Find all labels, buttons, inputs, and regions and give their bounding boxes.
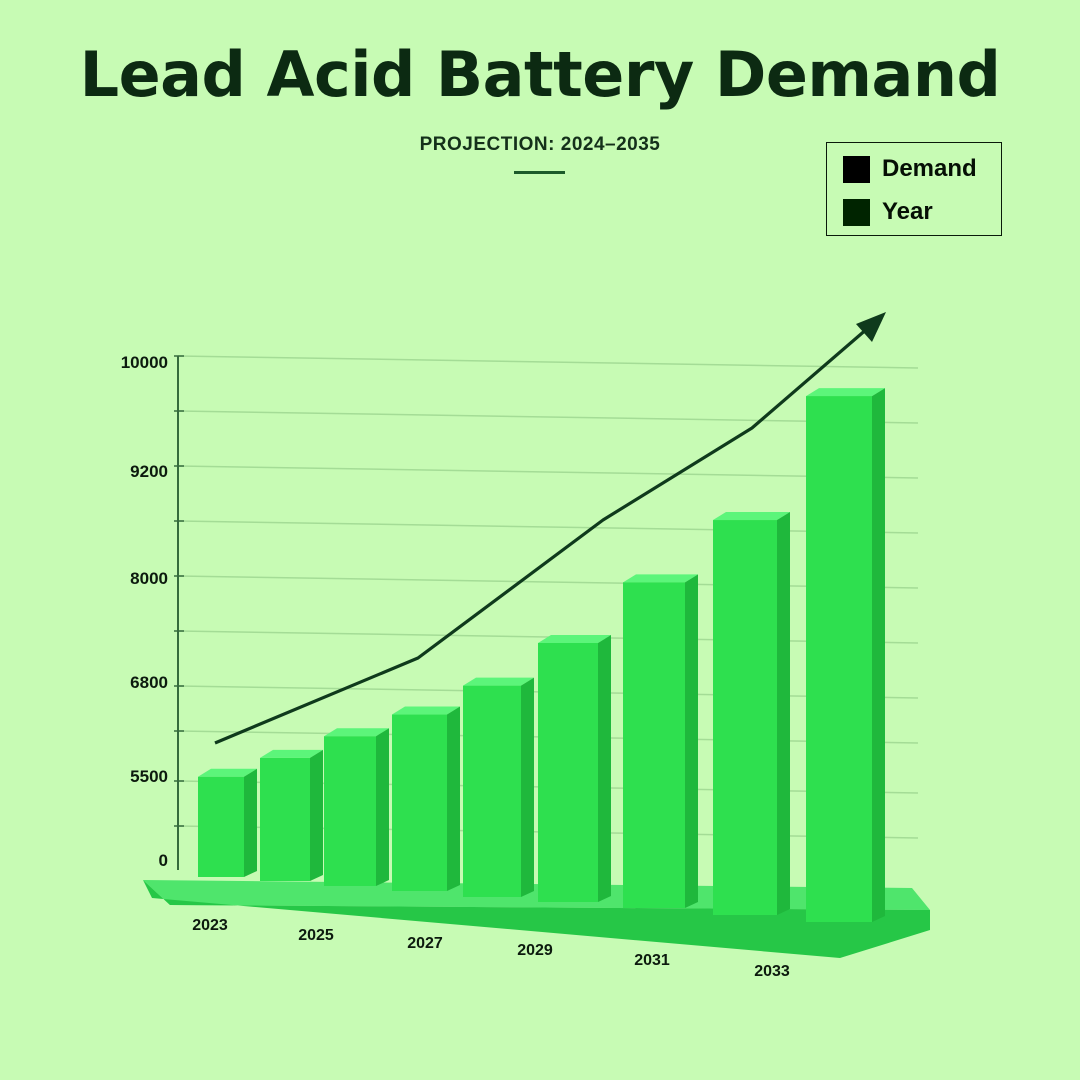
gridline bbox=[177, 575, 919, 589]
chart-legend: Demand Year bbox=[826, 142, 1002, 236]
y-axis bbox=[174, 355, 184, 870]
chart-title: Lead Acid Battery Demand bbox=[79, 38, 1001, 111]
legend-label-year: Year bbox=[882, 198, 933, 225]
gridline bbox=[177, 410, 919, 424]
x-tick-label: 2029 bbox=[517, 942, 553, 959]
bar-side-face bbox=[777, 512, 790, 915]
bar-2031 bbox=[806, 388, 885, 922]
bar-front-face bbox=[538, 643, 598, 902]
x-tick-labels: 2023 2025 2027 2029 2031 2033 bbox=[192, 917, 790, 980]
legend-swatch-demand bbox=[843, 155, 870, 183]
y-tick-label: 10000 bbox=[121, 353, 168, 372]
legend-swatch-year bbox=[843, 198, 870, 226]
bar-top-face bbox=[392, 706, 460, 715]
bar-2029 bbox=[623, 574, 698, 908]
bar-front-face bbox=[463, 685, 521, 897]
bar-top-face bbox=[806, 388, 885, 397]
gridline bbox=[177, 465, 919, 479]
bar-2028 bbox=[538, 635, 611, 902]
gridline bbox=[177, 355, 919, 369]
bar-2026 bbox=[392, 706, 460, 891]
bar-side-face bbox=[310, 749, 323, 881]
bar-side-face bbox=[521, 677, 534, 897]
y-tick-label: 5500 bbox=[130, 767, 168, 786]
trend-arrow-line bbox=[214, 326, 870, 745]
bar-2030 bbox=[713, 512, 790, 915]
bar-top-face bbox=[463, 677, 534, 686]
x-tick-label: 2023 bbox=[192, 917, 228, 934]
y-tick-label: 6800 bbox=[130, 673, 168, 692]
trend-arrowhead-icon bbox=[856, 312, 886, 342]
bar-top-face bbox=[198, 768, 257, 777]
bar-top-face bbox=[324, 728, 389, 737]
bar-top-face bbox=[260, 749, 323, 758]
gridline bbox=[177, 520, 919, 534]
bar-front-face bbox=[392, 714, 447, 891]
bar-front-face bbox=[623, 582, 685, 908]
bar-front-face bbox=[713, 520, 777, 915]
bar-side-face bbox=[244, 768, 257, 877]
bar-side-face bbox=[685, 574, 698, 908]
y-tick-label: 0 bbox=[159, 851, 168, 870]
bar-front-face bbox=[806, 396, 872, 922]
bar-2027 bbox=[463, 677, 534, 897]
bar-2025 bbox=[324, 728, 389, 886]
x-tick-label: 2025 bbox=[298, 927, 334, 944]
y-tick-label: 8000 bbox=[130, 569, 168, 588]
bar-front-face bbox=[324, 736, 376, 886]
legend-label-demand: Demand bbox=[882, 155, 977, 182]
x-tick-label: 2027 bbox=[407, 935, 443, 952]
trend-line bbox=[214, 312, 886, 745]
legend-item-demand: Demand bbox=[843, 155, 977, 183]
bar-side-face bbox=[598, 635, 611, 902]
x-tick-label: 2031 bbox=[634, 952, 670, 969]
legend-item-year: Year bbox=[843, 198, 933, 226]
subtitle-underline bbox=[514, 171, 565, 174]
base-front bbox=[143, 880, 930, 958]
bar-2024 bbox=[260, 749, 323, 881]
bar-front-face bbox=[260, 757, 310, 881]
y-tick-label: 9200 bbox=[130, 462, 168, 481]
bar-side-face bbox=[447, 706, 460, 891]
bar-series bbox=[198, 388, 885, 922]
bar-top-face bbox=[713, 512, 790, 521]
chart-subtitle: PROJECTION: 2024–2035 bbox=[419, 134, 661, 155]
bar-side-face bbox=[872, 388, 885, 922]
y-tick-labels: 0 5500 6800 8000 9200 10000 bbox=[121, 353, 168, 870]
bar-top-face bbox=[623, 574, 698, 583]
bar-top-face bbox=[538, 635, 611, 643]
bar-side-face bbox=[376, 728, 389, 886]
x-tick-label: 2033 bbox=[754, 963, 790, 980]
bar-front-face bbox=[198, 776, 244, 877]
bar-2023 bbox=[198, 768, 257, 877]
